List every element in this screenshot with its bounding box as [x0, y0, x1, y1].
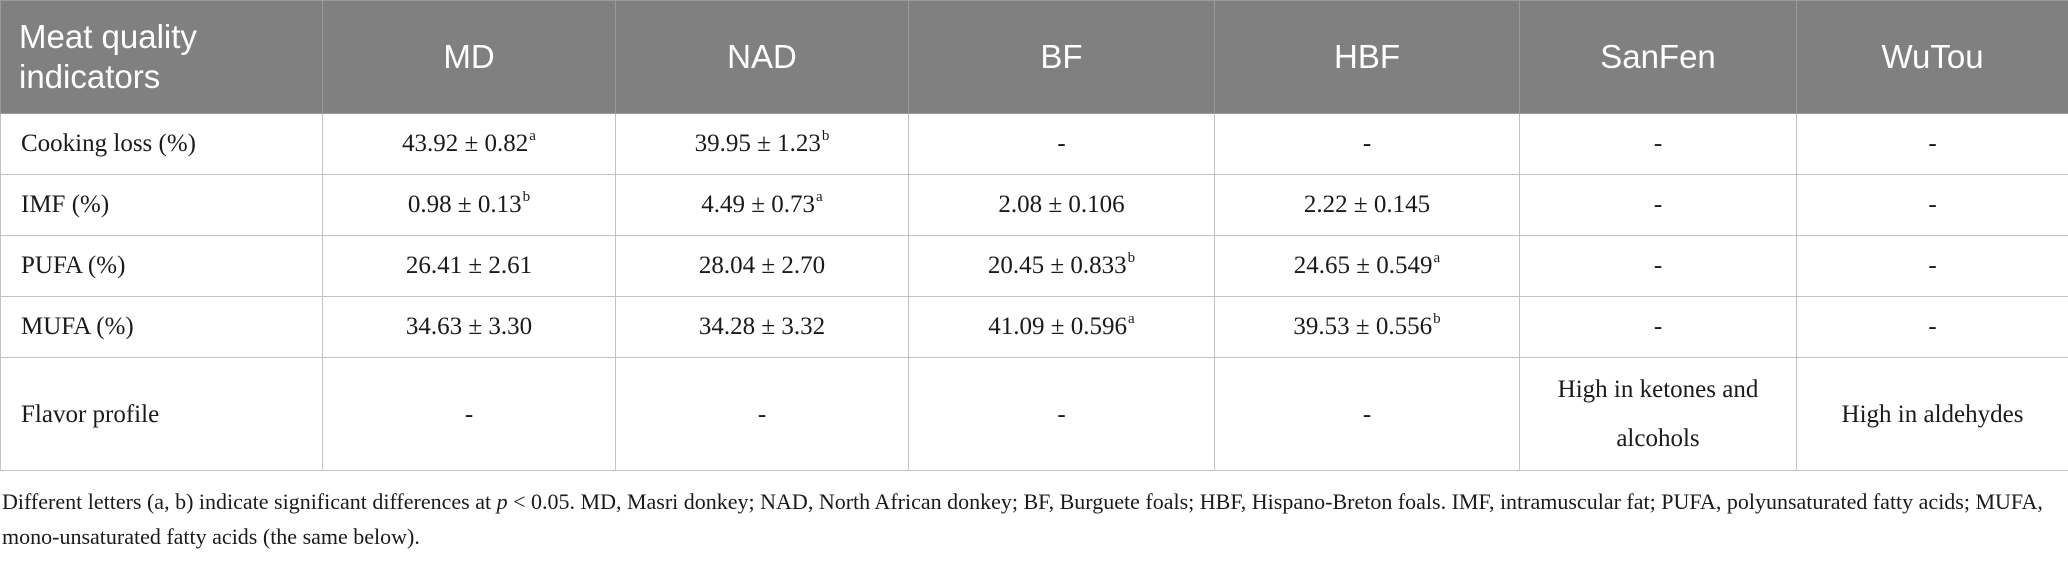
cell-value: -	[1057, 130, 1066, 157]
cell-value: -	[1362, 400, 1372, 428]
cell-value: -	[1928, 252, 1937, 279]
footnote-text-start: Different letters (a, b) indicate signif…	[2, 489, 497, 514]
cell-value: 39.53 ± 0.556	[1293, 313, 1433, 340]
table-row: PUFA (%) 26.41 ± 2.61 28.04 ± 2.70 20.45 ± …	[0, 235, 2068, 297]
significance-letter: b	[1433, 311, 1441, 327]
cell-hbf: -	[1214, 357, 1520, 471]
cell-value: -	[1362, 130, 1372, 157]
cell-value: -	[1653, 130, 1663, 157]
significance-letter: a	[529, 128, 536, 144]
cell-value: 34.28 ± 3.32	[698, 313, 826, 340]
cell-bf: -	[908, 357, 1215, 471]
cell-value: 24.65 ± 0.549	[1293, 252, 1433, 279]
cell-sanfen: -	[1519, 174, 1797, 236]
cell-value: -	[464, 400, 474, 428]
cell-value: 41.09 ± 0.596	[988, 313, 1128, 340]
cell-nad: 28.04 ± 2.70	[615, 235, 909, 297]
cell-md: 43.92 ± 0.82a	[322, 113, 616, 175]
cell-md: 26.41 ± 2.61	[322, 235, 616, 297]
header-cell-wutou: WuTou	[1796, 0, 2068, 114]
cell-value: 4.49 ± 0.73	[701, 191, 816, 218]
cell-wutou: -	[1796, 296, 2068, 358]
header-cell-md: MD	[322, 0, 616, 114]
cell-hbf: 24.65 ± 0.549a	[1214, 235, 1520, 297]
cell-value: 34.63 ± 3.30	[405, 313, 533, 340]
row-label: Flavor profile	[0, 357, 323, 471]
cell-hbf: -	[1214, 113, 1520, 175]
table-footnote: Different letters (a, b) indicate signif…	[2, 484, 2062, 554]
cell-value: 0.98 ± 0.13	[407, 191, 522, 218]
cell-nad: 39.95 ± 1.23b	[615, 113, 909, 175]
cell-value: -	[1057, 400, 1066, 428]
cell-wutou: -	[1796, 174, 2068, 236]
cell-bf: 41.09 ± 0.596a	[908, 296, 1215, 358]
cell-nad: 4.49 ± 0.73a	[615, 174, 909, 236]
cell-value: -	[757, 400, 767, 428]
cell-md: 34.63 ± 3.30	[322, 296, 616, 358]
row-label: Cooking loss (%)	[0, 113, 323, 175]
cell-nad: 34.28 ± 3.32	[615, 296, 909, 358]
cell-md: 0.98 ± 0.13b	[322, 174, 616, 236]
cell-md: -	[322, 357, 616, 471]
significance-letter: b	[1127, 250, 1136, 266]
cell-value: -	[1928, 313, 1937, 340]
header-cell-bf: BF	[908, 0, 1215, 114]
cell-value: 2.08 ± 0.106	[998, 191, 1125, 218]
cell-sanfen: -	[1519, 113, 1797, 175]
header-cell-nad: NAD	[615, 0, 909, 114]
row-label: MUFA (%)	[0, 296, 323, 358]
header-row: Meat quality indicators MD NAD BF HBF Sa…	[0, 0, 2068, 114]
cell-value: -	[1653, 313, 1663, 340]
significance-letter: b	[821, 128, 830, 144]
meat-quality-table: Meat quality indicators MD NAD BF HBF Sa…	[0, 0, 2068, 471]
cell-sanfen: High in ketones and alcohols	[1519, 357, 1797, 471]
cell-value: 43.92 ± 0.82	[402, 130, 529, 157]
cell-bf: 2.08 ± 0.106	[908, 174, 1215, 236]
cell-wutou: High in aldehydes	[1796, 357, 2068, 471]
table-row: IMF (%) 0.98 ± 0.13b 4.49 ± 0.73a 2.08 ± 0.…	[0, 174, 2068, 236]
cell-hbf: 2.22 ± 0.145	[1214, 174, 1520, 236]
significance-letter: a	[1128, 311, 1135, 327]
cell-value: 20.45 ± 0.833	[987, 252, 1127, 279]
cell-value: -	[1653, 252, 1663, 279]
cell-bf: -	[908, 113, 1215, 175]
table-row: Cooking loss (%) 43.92 ± 0.82a 39.95 ± 1.2…	[0, 113, 2068, 175]
cell-value: -	[1928, 191, 1937, 218]
cell-sanfen: -	[1519, 235, 1797, 297]
table-row: Flavor profile - - - - High in ketones and al…	[0, 357, 2068, 471]
table-row: MUFA (%) 34.63 ± 3.30 34.28 ± 3.32 41.09 ± …	[0, 296, 2068, 358]
cell-bf: 20.45 ± 0.833b	[908, 235, 1215, 297]
header-cell-indicator: Meat quality indicators	[0, 0, 323, 114]
significance-letter: a	[1433, 250, 1441, 266]
header-cell-hbf: HBF	[1214, 0, 1520, 114]
cell-value: 26.41 ± 2.61	[405, 252, 533, 279]
cell-value: -	[1653, 191, 1663, 218]
cell-value: 28.04 ± 2.70	[698, 252, 826, 279]
cell-value: 2.22 ± 0.145	[1303, 191, 1431, 218]
cell-sanfen: -	[1519, 296, 1797, 358]
footnote-text-end: < 0.05. MD, Masri donkey; NAD, North Afr…	[2, 489, 2043, 549]
cell-nad: -	[615, 357, 909, 471]
cell-wutou: -	[1796, 235, 2068, 297]
row-label: PUFA (%)	[0, 235, 323, 297]
significance-letter: b	[522, 189, 531, 205]
cell-value: -	[1928, 130, 1937, 157]
cell-value: High in ketones and alcohols	[1557, 376, 1759, 452]
header-cell-sanfen: SanFen	[1519, 0, 1797, 114]
cell-value: 39.95 ± 1.23	[694, 130, 821, 157]
significance-letter: a	[816, 189, 823, 205]
row-label: IMF (%)	[0, 174, 323, 236]
cell-wutou: -	[1796, 113, 2068, 175]
cell-value: High in aldehydes	[1841, 400, 2024, 428]
cell-hbf: 39.53 ± 0.556b	[1214, 296, 1520, 358]
footnote-p-symbol: p	[496, 489, 508, 514]
